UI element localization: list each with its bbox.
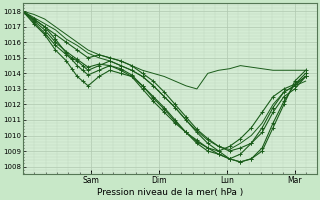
X-axis label: Pression niveau de la mer( hPa ): Pression niveau de la mer( hPa ) [97, 188, 243, 197]
